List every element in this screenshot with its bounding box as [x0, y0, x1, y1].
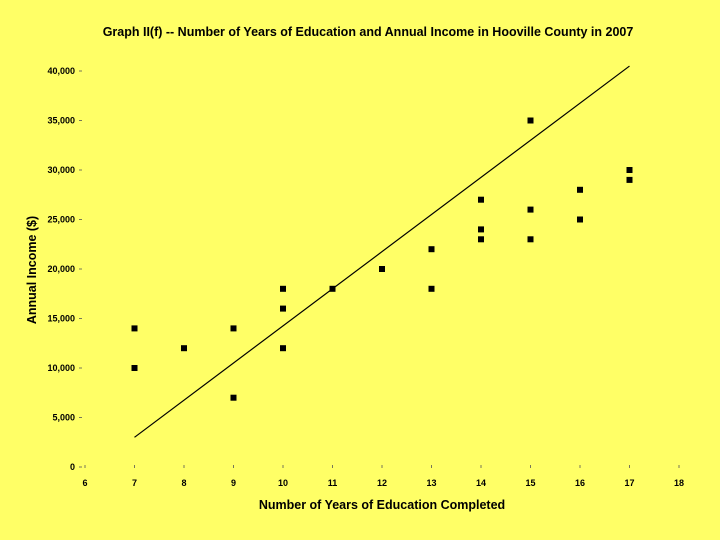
data-point	[230, 394, 237, 401]
data-point	[379, 266, 385, 272]
x-tick-label: 11	[328, 478, 338, 488]
y-tick-label: 30,000	[47, 165, 75, 175]
x-tick-label: 14	[476, 478, 486, 488]
x-tick-label: 8	[181, 478, 186, 488]
y-tick-label: 25,000	[47, 215, 75, 225]
x-tick-label: 13	[426, 478, 436, 488]
data-point	[131, 365, 138, 371]
data-point	[626, 167, 633, 173]
data-point	[329, 285, 336, 292]
trendline	[134, 65, 630, 438]
data-point	[280, 305, 286, 312]
y-tick-label: 35,000	[47, 116, 75, 126]
x-tick-label: 12	[377, 478, 387, 488]
data-points	[131, 117, 633, 401]
data-point	[527, 117, 534, 124]
y-tick-label: 15,000	[47, 314, 75, 324]
data-point	[478, 226, 484, 233]
y-tick-label: 0	[70, 462, 75, 472]
data-point	[428, 285, 435, 292]
x-tick-label: 7	[132, 478, 137, 488]
chart-title: Graph II(f) -- Number of Years of Educat…	[103, 25, 634, 39]
data-point	[478, 236, 484, 243]
data-point	[527, 206, 534, 213]
x-tick-label: 9	[231, 478, 236, 488]
data-point	[131, 325, 138, 332]
axis-ticks: 6 7 8 9 10 11 12 13 14 15 16 17 18 0 5,000 10,000 15,000…	[47, 66, 684, 488]
x-axis-label: Number of Years of Education Completed	[259, 498, 505, 512]
y-tick-label: 5,000	[52, 413, 75, 423]
data-point	[626, 176, 633, 183]
x-tick-label: 17	[624, 478, 634, 488]
y-tick-label: 10,000	[47, 363, 75, 373]
trendline-layer	[134, 65, 630, 438]
data-point	[280, 285, 286, 292]
data-point	[527, 236, 534, 243]
data-point	[280, 345, 286, 352]
data-point	[577, 216, 583, 223]
data-point	[230, 325, 237, 332]
x-tick-label: 16	[575, 478, 585, 488]
data-point	[577, 186, 583, 193]
data-point	[478, 196, 484, 203]
data-point	[181, 345, 187, 352]
x-tick-label: 15	[525, 478, 535, 488]
y-tick-label: 40,000	[47, 66, 75, 76]
y-tick-label: 20,000	[47, 264, 75, 274]
x-tick-label: 6	[82, 478, 87, 488]
y-axis-label: Annual Income ($)	[25, 216, 39, 324]
data-point	[428, 246, 435, 253]
x-tick-label: 18	[674, 478, 684, 488]
x-tick-label: 10	[278, 478, 288, 488]
